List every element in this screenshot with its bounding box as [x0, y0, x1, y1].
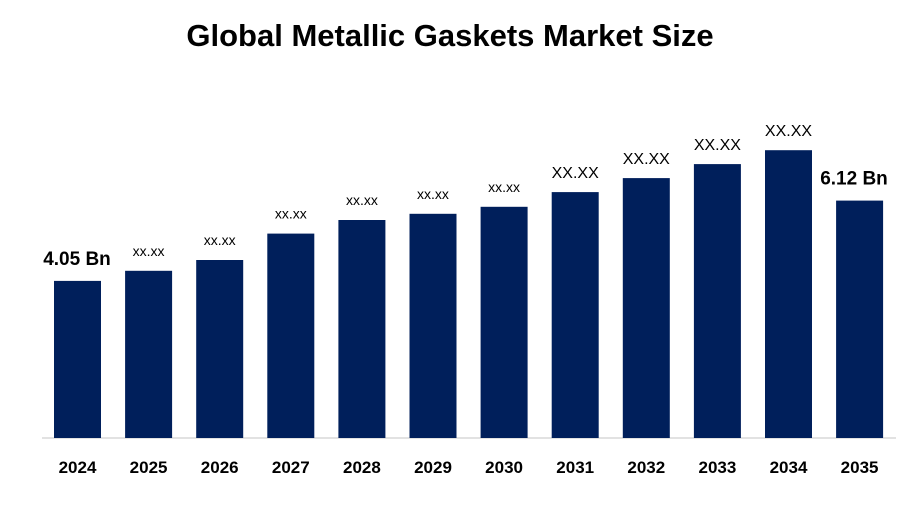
x-tick-2032: 2032: [627, 458, 665, 477]
bar-2033: [693, 164, 741, 438]
x-tick-2033: 2033: [698, 458, 736, 477]
value-label-2034: XX.XX: [765, 123, 812, 140]
bar-2035: [836, 200, 884, 438]
value-label-2028: xx.xx: [346, 192, 378, 208]
x-tick-2025: 2025: [130, 458, 168, 477]
x-tick-2031: 2031: [556, 458, 594, 477]
bars-group: [54, 150, 884, 438]
value-label-2027: xx.xx: [275, 206, 307, 222]
x-tick-labels-group: 2024 2025 2026 2027 2028 2029 2030 2031 2032 2033…: [59, 458, 879, 477]
bar-2031: [551, 192, 599, 438]
x-tick-2024: 2024: [59, 458, 97, 477]
x-tick-2029: 2029: [414, 458, 452, 477]
bar-2027: [267, 233, 315, 438]
bar-2024: [54, 280, 101, 438]
bar-2032: [622, 178, 670, 438]
bar-2026: [196, 260, 244, 438]
bar-2029: [409, 213, 457, 438]
x-tick-2028: 2028: [343, 458, 381, 477]
value-label-2033: XX.XX: [694, 137, 741, 154]
value-label-2032: XX.XX: [623, 151, 670, 168]
value-labels-group: 4.05 Bn xx.xx xx.xx xx.xx xx.xx xx.xx xx.xx XX.…: [43, 123, 888, 270]
x-tick-2030: 2030: [485, 458, 523, 477]
value-label-2025: xx.xx: [133, 243, 165, 259]
value-label-2024: 4.05 Bn: [43, 249, 111, 270]
bar-2030: [480, 206, 528, 438]
value-label-2026: xx.xx: [204, 232, 236, 248]
x-tick-2026: 2026: [201, 458, 239, 477]
value-label-2035: 6.12 Bn: [820, 169, 888, 190]
x-tick-2034: 2034: [770, 458, 808, 477]
bar-2028: [338, 220, 386, 438]
value-label-2030: xx.xx: [488, 179, 520, 195]
value-label-2031: XX.XX: [552, 165, 599, 182]
value-label-2029: xx.xx: [417, 186, 449, 202]
bar-2034: [765, 150, 812, 438]
chart-title: Global Metallic Gaskets Market Size: [186, 18, 714, 53]
x-tick-2027: 2027: [272, 458, 310, 477]
bar-2025: [125, 270, 173, 438]
x-tick-2035: 2035: [841, 458, 879, 477]
